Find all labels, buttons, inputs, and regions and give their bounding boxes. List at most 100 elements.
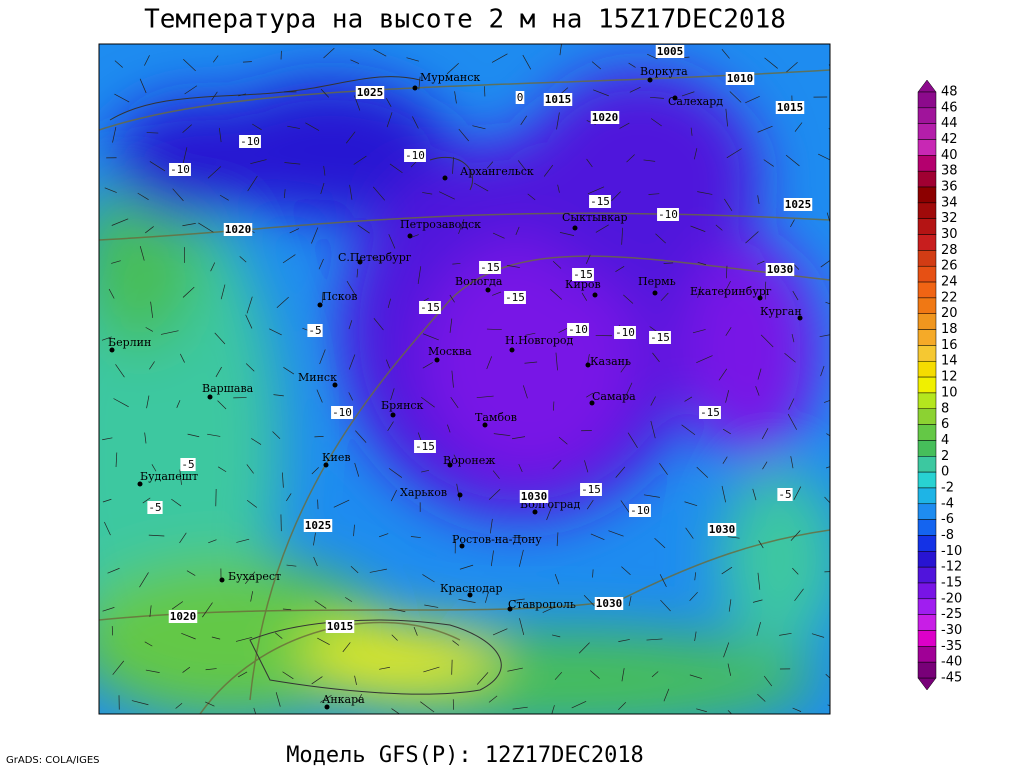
wind-arrow	[283, 189, 286, 199]
city-label: Псков	[322, 290, 357, 303]
city-dot	[407, 233, 413, 239]
wind-arrow	[696, 466, 709, 478]
wind-arrow	[145, 327, 154, 332]
wind-arrow	[317, 637, 330, 646]
wind-arrow	[779, 632, 792, 636]
isotherm-label: -15	[700, 406, 720, 419]
wind-arrow	[144, 55, 150, 66]
wind-arrow	[250, 591, 254, 602]
wind-arrow	[151, 464, 157, 472]
wind-arrow	[245, 363, 255, 372]
wind-arrow	[237, 671, 248, 678]
isobar-label: 1030	[596, 597, 623, 610]
wind-arrow	[590, 533, 605, 541]
colorbar-segment	[917, 91, 937, 109]
wind-arrow	[179, 532, 187, 544]
wind-arrow	[620, 362, 629, 373]
wind-arrow	[282, 472, 284, 488]
wind-arrow	[825, 466, 830, 469]
wind-arrow	[690, 127, 693, 136]
colorbar-segment	[917, 202, 937, 219]
wind-arrow	[689, 674, 703, 679]
wind-arrow	[558, 436, 568, 445]
wind-arrow	[149, 161, 166, 172]
wind-arrow	[554, 574, 560, 585]
isotherm-label-box	[169, 163, 191, 176]
colorbar-segment	[917, 392, 937, 410]
wind-arrow	[184, 85, 198, 95]
wind-arrow	[379, 666, 390, 670]
wind-arrow	[102, 498, 112, 503]
wind-arrow	[660, 292, 669, 302]
wind-arrow	[182, 666, 191, 673]
isotherm-label-box	[629, 504, 651, 517]
wind-arrow	[663, 688, 670, 702]
wind-arrow	[628, 62, 636, 68]
wind-arrow	[139, 246, 145, 261]
wind-arrow	[825, 301, 830, 305]
wind-arrow	[390, 489, 397, 502]
wind-arrow	[350, 59, 360, 64]
colorbar-segment	[917, 313, 937, 330]
wind-arrow	[647, 53, 658, 60]
wind-arrow	[321, 292, 324, 303]
city-dot	[482, 422, 488, 428]
wind-arrow	[794, 122, 803, 132]
wind-arrow	[145, 226, 154, 234]
wind-arrow	[144, 641, 153, 647]
wind-arrow	[389, 607, 406, 613]
wind-arrow	[102, 607, 115, 612]
wind-arrow	[183, 58, 196, 72]
wind-arrow	[422, 574, 435, 583]
wind-arrow	[559, 232, 575, 236]
colorbar-segment	[917, 360, 937, 378]
wind-arrow	[205, 668, 217, 671]
wind-arrow	[272, 431, 281, 440]
isotherm-label: -10	[240, 135, 260, 148]
wind-arrow	[275, 692, 281, 707]
wind-arrow	[111, 218, 129, 226]
wind-arrow	[697, 261, 707, 266]
wind-arrow	[517, 160, 527, 172]
wind-arrow	[348, 354, 356, 370]
wind-arrow	[586, 392, 594, 398]
wind-arrow	[458, 598, 476, 603]
city-dot	[589, 400, 595, 406]
wind-arrow	[519, 618, 525, 636]
city-label: Варшава	[202, 382, 254, 395]
wind-arrow	[650, 118, 662, 127]
wind-arrow	[320, 182, 325, 195]
wind-arrow	[684, 501, 698, 507]
colorbar-segment	[917, 329, 937, 346]
wind-arrow	[761, 428, 769, 440]
city-dot	[109, 347, 115, 353]
isotherm-label-box	[614, 326, 636, 339]
wind-arrow	[486, 356, 493, 370]
wind-arrow	[282, 608, 292, 611]
wind-arrow	[115, 364, 125, 378]
wind-arrow	[211, 636, 221, 640]
wind-arrow	[745, 231, 759, 244]
wind-arrow	[721, 485, 726, 503]
wind-arrow	[764, 57, 778, 69]
isobar-label: 1015	[777, 101, 804, 114]
wind-arrow	[721, 48, 730, 59]
wind-arrow	[586, 158, 593, 168]
city-label: Вологда	[455, 275, 503, 288]
isobar-label-box	[765, 263, 795, 276]
wind-arrow	[697, 286, 702, 298]
city-label: Брянск	[381, 399, 424, 412]
city-label: Салехард	[668, 95, 723, 108]
wind-arrow	[146, 132, 159, 134]
wind-arrow	[422, 362, 433, 369]
wind-arrow	[513, 598, 525, 601]
city-label: Тамбов	[475, 411, 517, 424]
isotherm-label-box	[699, 406, 721, 419]
isotherm-label: -15	[581, 483, 601, 496]
isotherm-label-box	[504, 291, 526, 304]
wind-arrow	[139, 572, 149, 588]
wind-arrow	[515, 226, 520, 235]
wind-arrow	[628, 596, 632, 607]
wind-arrow	[313, 532, 316, 546]
wind-arrow	[311, 467, 319, 475]
